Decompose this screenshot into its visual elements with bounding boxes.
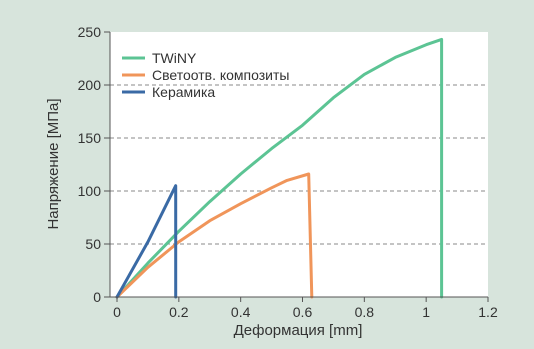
series-point-3 bbox=[174, 184, 177, 187]
legend-label-1: TWiNY bbox=[152, 50, 197, 66]
y-tick-label: 150 bbox=[78, 130, 102, 146]
series-point-2 bbox=[146, 266, 149, 269]
axis-layer: 0 50 100 150 200 250 0 0.2 0.4 0.6 0.8 1 1.2 bbox=[78, 24, 498, 320]
x-axis-label: Деформация [mm] bbox=[234, 322, 363, 339]
y-axis-label: Напряжение [МПа] bbox=[45, 98, 62, 229]
series-point-2 bbox=[286, 179, 289, 182]
series-point-1 bbox=[301, 124, 304, 127]
series-point-2 bbox=[270, 186, 273, 189]
series-point-2 bbox=[208, 219, 211, 222]
y-tick-label: 200 bbox=[78, 77, 102, 93]
y-tick-label: 250 bbox=[78, 24, 102, 40]
x-tick-label: 0.2 bbox=[169, 304, 189, 320]
legend-label-3: Керамика bbox=[152, 84, 215, 100]
y-tick-label: 100 bbox=[78, 183, 102, 199]
series-point-1 bbox=[394, 56, 397, 59]
series-layer bbox=[115, 37, 444, 299]
series-point-1 bbox=[208, 200, 211, 203]
series-point-2 bbox=[307, 173, 310, 176]
x-tick-label: 0 bbox=[113, 304, 121, 320]
series-point-1 bbox=[177, 230, 180, 233]
x-tick-label: 1 bbox=[422, 304, 430, 320]
series-point-2 bbox=[177, 240, 180, 243]
series-point-3 bbox=[146, 240, 149, 243]
series-point-2 bbox=[239, 202, 242, 205]
y-tick-label: 0 bbox=[93, 289, 101, 305]
x-tick-label: 1.2 bbox=[478, 304, 498, 320]
x-tick-label: 0.8 bbox=[355, 304, 375, 320]
x-tick-label: 0.4 bbox=[231, 304, 251, 320]
series-point-1 bbox=[239, 173, 242, 176]
series-point-1 bbox=[146, 262, 149, 265]
series-line-3 bbox=[115, 184, 178, 299]
series-line-2 bbox=[115, 172, 314, 299]
series-point-1 bbox=[425, 43, 428, 46]
y-tick-label: 50 bbox=[85, 236, 101, 252]
series-point-1 bbox=[332, 96, 335, 99]
series-line-1 bbox=[115, 37, 444, 299]
series-point-1 bbox=[363, 73, 366, 76]
plot-area bbox=[110, 32, 488, 297]
legend-label-2: Светоотв. композиты bbox=[152, 67, 289, 83]
series-point-1 bbox=[270, 147, 273, 150]
series-point-1 bbox=[440, 38, 443, 41]
x-tick-label: 0.6 bbox=[293, 304, 313, 320]
